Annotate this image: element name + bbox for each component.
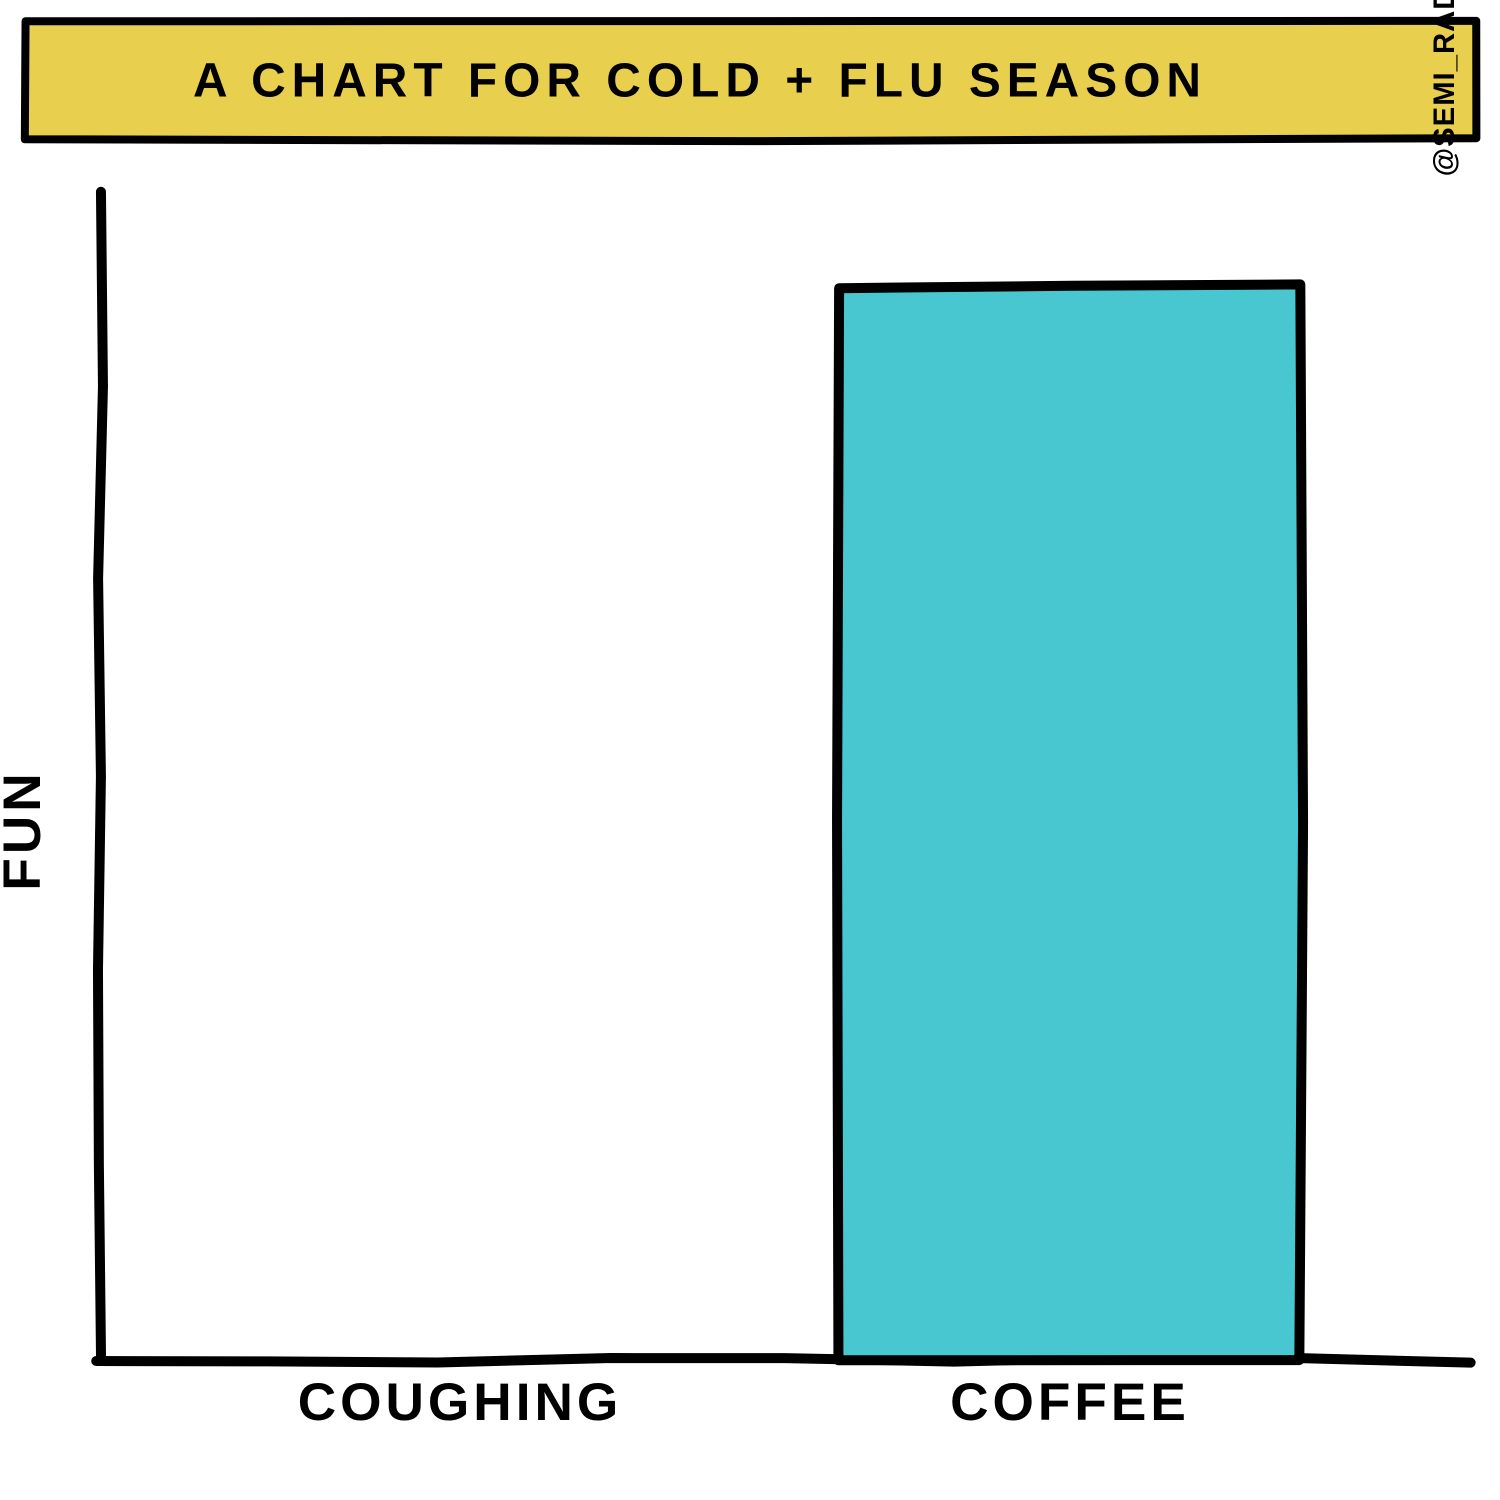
- y-axis-label: FUN: [0, 769, 52, 890]
- title-banner: A CHART FOR COLD + FLU SEASON: [25, 21, 1477, 141]
- chart-title: A CHART FOR COLD + FLU SEASON: [193, 55, 1207, 108]
- x-axis-category-label: COFFEE: [950, 1373, 1190, 1432]
- bars: [837, 284, 1303, 1360]
- credit-handle: @SEMI_RAD: [1429, 0, 1461, 176]
- chart-canvas: A CHART FOR COLD + FLU SEASON @SEMI_RAD …: [0, 0, 1500, 1500]
- chart-svg: A CHART FOR COLD + FLU SEASON @SEMI_RAD …: [0, 0, 1500, 1500]
- y-axis: [98, 192, 103, 1358]
- x-axis-labels: COUGHING COFFEE: [298, 1373, 1190, 1432]
- bar: [837, 284, 1303, 1360]
- x-axis-category-label: COUGHING: [298, 1373, 623, 1432]
